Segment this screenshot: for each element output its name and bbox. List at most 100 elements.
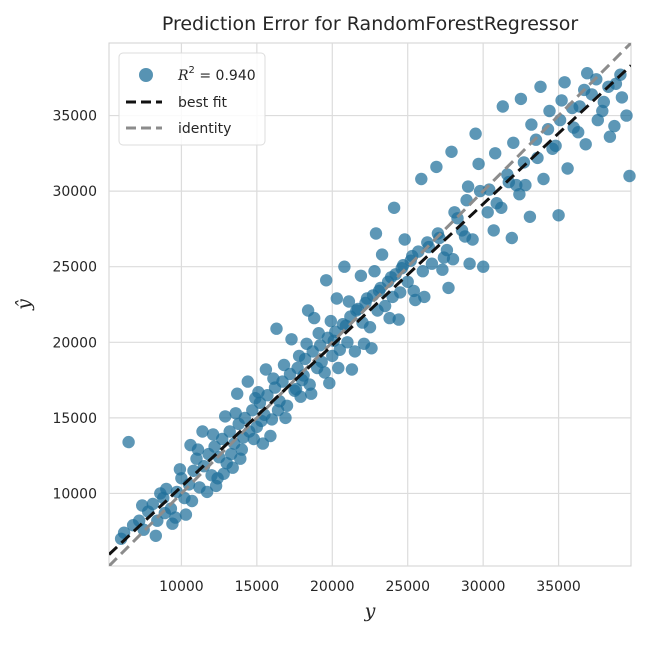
data-point bbox=[369, 227, 383, 240]
x-tick-label: 35000 bbox=[536, 579, 581, 595]
data-point bbox=[136, 499, 149, 512]
data-point bbox=[505, 231, 518, 245]
data-point bbox=[481, 206, 494, 219]
data-point bbox=[265, 413, 279, 426]
legend-box bbox=[118, 52, 266, 146]
data-point bbox=[246, 404, 259, 417]
data-point bbox=[179, 508, 193, 521]
data-point bbox=[541, 123, 555, 136]
data-point bbox=[223, 425, 236, 438]
data-point bbox=[211, 472, 224, 485]
y-tick-label: 30000 bbox=[52, 184, 97, 200]
data-point bbox=[442, 281, 455, 295]
data-point bbox=[433, 231, 446, 245]
data-point bbox=[418, 290, 431, 304]
data-point bbox=[323, 376, 336, 390]
data-point bbox=[237, 431, 250, 444]
data-point bbox=[537, 172, 550, 186]
legend-marker-icon bbox=[139, 68, 153, 82]
data-point bbox=[158, 506, 171, 520]
data-point bbox=[473, 184, 487, 198]
y-tick-label: 20000 bbox=[52, 335, 97, 351]
data-point bbox=[387, 201, 401, 214]
data-point bbox=[146, 497, 159, 511]
data-point bbox=[425, 257, 439, 270]
data-point bbox=[437, 251, 451, 264]
chart-title: Prediction Error for RandomForestRegress… bbox=[162, 13, 579, 35]
data-point bbox=[415, 172, 428, 186]
data-point bbox=[289, 382, 303, 396]
data-point bbox=[259, 363, 273, 376]
data-point bbox=[534, 80, 547, 94]
data-point bbox=[330, 292, 343, 305]
data-point bbox=[510, 178, 523, 192]
data-point bbox=[623, 169, 636, 183]
x-axis-label: y bbox=[364, 600, 376, 622]
data-point bbox=[489, 147, 502, 160]
y-tick-label: 25000 bbox=[52, 260, 97, 276]
data-point bbox=[579, 138, 592, 151]
data-point bbox=[384, 271, 398, 284]
data-point bbox=[514, 92, 528, 106]
data-point bbox=[368, 265, 381, 278]
data-point bbox=[372, 284, 386, 298]
data-point bbox=[256, 437, 270, 450]
data-point bbox=[463, 257, 476, 270]
data-point bbox=[249, 392, 262, 405]
data-point bbox=[507, 136, 520, 149]
data-point bbox=[350, 304, 363, 317]
data-point bbox=[401, 275, 414, 288]
data-point bbox=[314, 339, 327, 352]
data-point bbox=[234, 452, 247, 465]
data-point bbox=[303, 378, 316, 391]
x-tick-label: 20000 bbox=[310, 579, 355, 595]
data-point bbox=[122, 435, 135, 449]
x-tick-label: 10000 bbox=[159, 579, 204, 595]
tick-labels: 10000 15000 20000 25000 30000 35000 10000 15000… bbox=[52, 109, 580, 595]
y-tick-label: 15000 bbox=[52, 411, 97, 427]
data-point bbox=[472, 157, 485, 171]
data-point bbox=[519, 178, 532, 192]
x-tick-label: 30000 bbox=[461, 579, 506, 595]
data-point bbox=[436, 263, 449, 276]
data-point bbox=[231, 387, 244, 400]
data-point bbox=[375, 248, 389, 261]
data-point bbox=[341, 336, 354, 349]
data-point bbox=[354, 269, 368, 282]
x-tick-label: 15000 bbox=[235, 579, 280, 595]
legend: R2 = 0.940 best fit identity bbox=[118, 52, 266, 146]
data-point bbox=[348, 345, 362, 358]
data-point bbox=[581, 67, 594, 80]
data-point bbox=[496, 100, 509, 113]
data-point bbox=[561, 162, 574, 175]
data-point bbox=[546, 142, 559, 155]
data-point bbox=[264, 429, 277, 443]
data-point bbox=[318, 366, 331, 379]
data-point bbox=[477, 260, 490, 273]
data-point bbox=[555, 94, 568, 107]
data-point bbox=[525, 118, 538, 131]
data-point bbox=[603, 130, 617, 143]
data-point bbox=[226, 461, 239, 474]
data-point bbox=[235, 443, 248, 456]
y-tick-label: 10000 bbox=[52, 486, 97, 502]
data-point bbox=[398, 233, 411, 246]
data-point bbox=[458, 230, 472, 243]
data-point bbox=[279, 411, 292, 425]
data-point bbox=[572, 126, 585, 139]
data-point bbox=[357, 337, 371, 350]
data-point bbox=[552, 209, 565, 222]
data-point bbox=[320, 274, 333, 287]
data-point bbox=[487, 224, 500, 237]
data-point bbox=[173, 463, 187, 476]
data-point bbox=[615, 91, 629, 104]
data-point bbox=[342, 295, 356, 308]
data-point bbox=[196, 425, 209, 438]
data-point bbox=[445, 145, 458, 158]
data-point bbox=[270, 322, 283, 335]
data-point bbox=[285, 333, 298, 346]
data-point bbox=[190, 452, 203, 465]
data-point bbox=[490, 197, 503, 210]
data-point bbox=[469, 127, 482, 140]
